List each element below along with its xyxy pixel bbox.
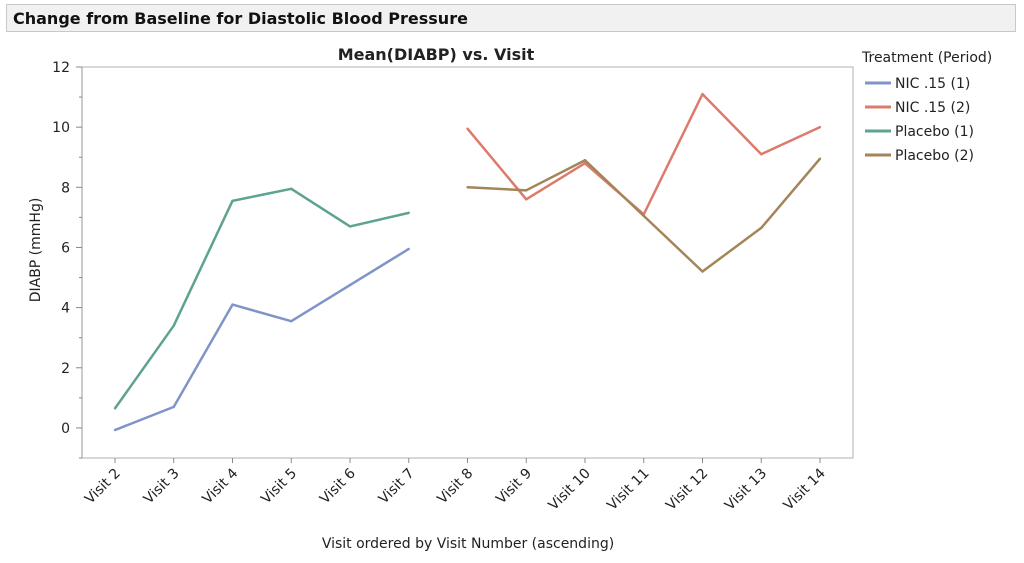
data-point bbox=[701, 270, 704, 273]
data-point bbox=[642, 214, 645, 218]
y-axis: 0 2 4 6 8 10 12 bbox=[52, 60, 83, 459]
x-tick-label: Visit 7 bbox=[376, 466, 418, 508]
data-point bbox=[701, 92, 704, 96]
y-tick-label: 12 bbox=[52, 60, 70, 76]
data-point bbox=[113, 407, 117, 410]
series-line-placebo-1 bbox=[113, 187, 410, 410]
x-tick-label: Visit 12 bbox=[663, 466, 711, 514]
data-point bbox=[231, 199, 234, 203]
y-tick-label: 2 bbox=[61, 361, 70, 377]
legend: Treatment (Period) NIC .15 (1) NIC .15 (2… bbox=[861, 50, 992, 164]
y-tick-label: 8 bbox=[61, 180, 70, 196]
x-tick-label: Visit 14 bbox=[781, 465, 829, 513]
data-point bbox=[172, 405, 175, 409]
data-point bbox=[231, 303, 234, 306]
data-point bbox=[525, 189, 528, 192]
legend-item-label[interactable]: NIC .15 (2) bbox=[895, 100, 970, 116]
data-point bbox=[407, 247, 410, 251]
x-tick-label: Visit 3 bbox=[141, 466, 183, 508]
data-point bbox=[583, 159, 587, 162]
data-point bbox=[290, 187, 293, 191]
y-tick-label: 10 bbox=[52, 120, 70, 136]
x-tick-label: Visit 10 bbox=[546, 466, 594, 514]
data-point bbox=[172, 324, 175, 327]
data-point bbox=[113, 428, 117, 432]
data-point bbox=[290, 319, 293, 323]
series-lines bbox=[113, 92, 822, 432]
x-axis: Visit 2 Visit 3 Visit 4 Visit 5 Visit 6 Visit… bbox=[82, 458, 829, 514]
x-axis-label: Visit ordered by Visit Number (ascending… bbox=[322, 536, 614, 552]
y-tick-label: 4 bbox=[61, 301, 70, 317]
section-header[interactable]: Change from Baseline for Diastolic Blood… bbox=[6, 4, 1016, 32]
legend-item-label[interactable]: Placebo (2) bbox=[895, 148, 974, 164]
legend-item-label[interactable]: Placebo (1) bbox=[895, 124, 974, 140]
x-tick-label: Visit 4 bbox=[199, 465, 241, 507]
plot-frame bbox=[81, 66, 854, 459]
x-tick-label: Visit 5 bbox=[258, 466, 300, 508]
data-point bbox=[818, 125, 822, 129]
section-title: Change from Baseline for Diastolic Blood… bbox=[13, 9, 468, 28]
x-tick-label: Visit 9 bbox=[493, 466, 535, 508]
data-point bbox=[760, 226, 763, 230]
x-tick-label: Visit 8 bbox=[434, 466, 476, 508]
data-point bbox=[466, 186, 469, 189]
y-tick-label: 6 bbox=[61, 240, 70, 256]
y-axis-label: DIABP (mmHg) bbox=[28, 198, 44, 303]
data-point bbox=[583, 162, 587, 165]
x-tick-label: Visit 6 bbox=[317, 465, 359, 507]
data-point bbox=[818, 157, 822, 160]
legend-item-label[interactable]: NIC .15 (1) bbox=[895, 76, 970, 92]
y-tick-label: 0 bbox=[61, 421, 70, 437]
data-point bbox=[348, 225, 352, 228]
data-point bbox=[348, 283, 352, 287]
legend-title: Treatment (Period) bbox=[861, 50, 992, 66]
x-tick-label: Visit 11 bbox=[604, 466, 652, 514]
data-point bbox=[760, 153, 763, 156]
x-tick-label: Visit 2 bbox=[82, 466, 124, 508]
data-point bbox=[407, 211, 410, 215]
x-tick-label: Visit 13 bbox=[722, 466, 770, 514]
data-point bbox=[525, 198, 528, 201]
series-line-nic-15-1 bbox=[114, 247, 410, 432]
data-point bbox=[466, 127, 469, 130]
chart-title: Mean(DIABP) vs. Visit bbox=[338, 45, 535, 64]
series-line-nic-15-2 bbox=[466, 92, 821, 216]
